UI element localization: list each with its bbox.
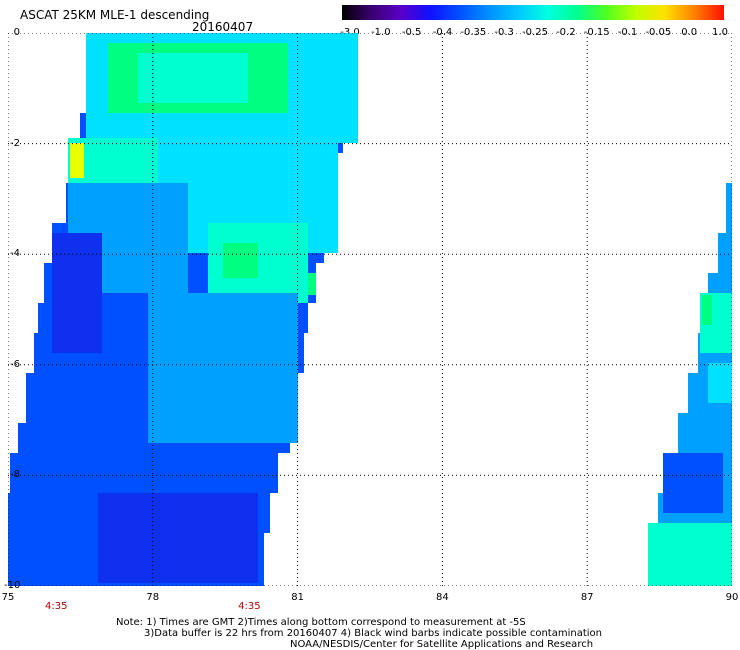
swath-cell <box>648 523 732 586</box>
colorbar-tick-label: -0.1 <box>617 27 638 38</box>
latitude-label: -10 <box>4 580 21 591</box>
swath-cell <box>98 493 258 583</box>
colorbar-tick-label: -0.5 <box>401 27 422 38</box>
colorbar-fill <box>342 5 724 20</box>
swath-cell <box>70 143 84 178</box>
swath-cell <box>308 273 316 295</box>
swath-layer <box>8 33 732 586</box>
lat-lon-grid <box>8 33 732 586</box>
time-label: 4:35 <box>45 601 68 612</box>
note-line-1: Note: 1) Times are GMT 2)Times along bot… <box>116 617 526 628</box>
swath-cell <box>52 233 102 353</box>
swath-cell <box>708 363 732 403</box>
colorbar-tick-label: -0.4 <box>432 27 453 38</box>
latitude-label: -4 <box>10 248 20 260</box>
colorbar-tick-label: -0.05 <box>645 27 672 38</box>
longitude-label: 84 <box>436 592 449 603</box>
latitude-label: 0 <box>13 27 20 38</box>
note-line-2: 3)Data buffer is 22 hrs from 20160407 4)… <box>144 628 602 639</box>
colorbar <box>342 5 724 20</box>
swath-cell <box>148 293 298 443</box>
swath-cell <box>138 53 248 103</box>
longitude-label: 75 <box>1 592 15 603</box>
swath-cell <box>10 453 278 493</box>
swath-cell <box>726 183 732 233</box>
map-panel <box>8 33 732 586</box>
colorbar-tick-label: -0.25 <box>522 27 548 38</box>
longitude-label: 81 <box>291 592 304 603</box>
image-date: 20160407 <box>192 20 254 34</box>
swath-cell <box>702 295 712 325</box>
longitude-label: 78 <box>146 592 160 603</box>
swath-cell <box>663 453 723 513</box>
latitude-label: -6 <box>10 358 20 370</box>
latitude-label: -8 <box>10 469 20 481</box>
longitude-label: 87 <box>580 592 594 603</box>
image-title: ASCAT 25KM MLE-1 descending <box>20 8 210 22</box>
colorbar-tick-label: -0.35 <box>460 27 487 38</box>
swath-cell <box>678 413 732 453</box>
colorbar-tick-label: -0.2 <box>556 27 576 38</box>
colorbar-tick-label: 0.0 <box>681 27 698 38</box>
swath-cell <box>718 233 732 273</box>
colorbar-tick-label: -3.0 <box>340 27 360 38</box>
time-label: 4:35 <box>238 601 261 612</box>
note-line-3: NOAA/NESDIS/Center for Satellite Applica… <box>290 639 594 650</box>
longitude-label: 90 <box>725 592 739 603</box>
swath-cell <box>223 243 258 278</box>
latitude-label: -2 <box>10 137 20 149</box>
